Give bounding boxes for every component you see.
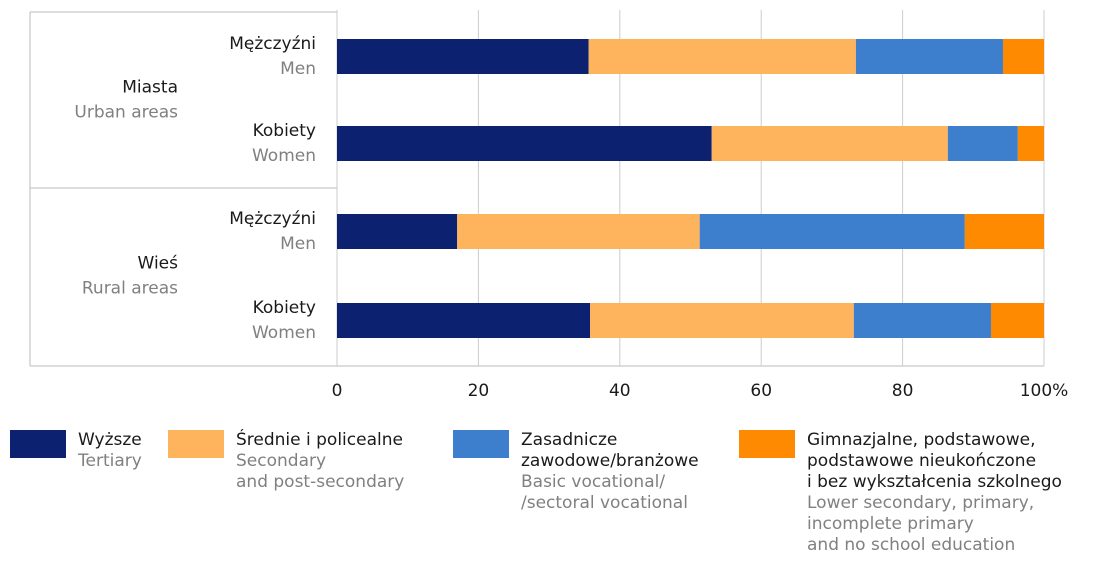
legend-label-en: Lower secondary, primary, incomplete pri… (807, 493, 1035, 555)
legend-swatch (10, 430, 66, 458)
legend-label-en: Secondary and post-secondary (236, 451, 405, 492)
bar-segment (337, 39, 589, 74)
legend-label-en: Basic vocational/ /sectoral vocational (521, 472, 688, 513)
bar-segment (337, 214, 458, 249)
legend-label: Wyższe (78, 430, 142, 450)
bar-segment (457, 214, 700, 249)
bar-segment (855, 39, 1003, 74)
chart: 0 20 40 60 80 100% Mężczyźni Men Kobiety Women Mia… (29, 10, 1069, 401)
legend-label: Gimnazjalne, podstawowe, podstawowe nieu… (807, 430, 1062, 492)
bar-segment (711, 126, 948, 161)
legend-item: Wyższe Tertiary (10, 430, 142, 472)
legend-text: Gimnazjalne, podstawowe, podstawowe nieu… (807, 430, 1062, 556)
category-label: Kobiety (253, 121, 316, 141)
bar-segment (590, 303, 854, 338)
bar-segment (1017, 126, 1044, 161)
bar-segment (337, 126, 712, 161)
legend-text: Wyższe Tertiary (78, 430, 142, 472)
group-label-en: Urban areas (74, 103, 178, 123)
legend-swatch (739, 430, 795, 458)
category-label: Kobiety (253, 298, 316, 318)
x-tick-label: 0 (332, 381, 343, 401)
x-tick-label: 20 (468, 381, 490, 401)
bar-segment (699, 214, 965, 249)
legend-swatch (168, 430, 224, 458)
category-label: Mężczyźni (229, 209, 316, 229)
category-label-en: Women (252, 323, 316, 343)
bar-segment (990, 303, 1044, 338)
bar-segment (964, 214, 1044, 249)
category-label-en: Men (280, 59, 316, 79)
legend-label-en: Tertiary (78, 451, 142, 471)
bar-segment (947, 126, 1018, 161)
bar-segment (588, 39, 856, 74)
x-tick-label: 80 (892, 381, 914, 401)
legend-item: Zasadnicze zawodowe/branżowe Basic vocati… (453, 430, 699, 514)
category-label: Mężczyźni (229, 34, 316, 54)
legend-text: Zasadnicze zawodowe/branżowe Basic vocati… (521, 430, 699, 514)
category-label-en: Men (280, 234, 316, 254)
legend-item: Średnie i policealne Secondary and post-s… (168, 430, 404, 493)
legend-text: Średnie i policealne Secondary and post-s… (236, 430, 404, 493)
bar-segment (1002, 39, 1044, 74)
legend-swatch (453, 430, 509, 458)
legend-item: Gimnazjalne, podstawowe, podstawowe nieu… (739, 430, 1062, 556)
category-label-en: Women (252, 146, 316, 166)
x-tick-label: 40 (609, 381, 631, 401)
x-tick-label: 60 (750, 381, 772, 401)
bar-segment (337, 303, 591, 338)
legend-label: Zasadnicze zawodowe/branżowe (521, 430, 699, 471)
x-tick-label: 100% (1020, 381, 1069, 401)
legend-label: Średnie i policealne (236, 430, 403, 450)
group-label: Wieś (138, 254, 179, 274)
group-label: Miasta (122, 78, 178, 98)
bar-segment (853, 303, 991, 338)
group-label-en: Rural areas (82, 279, 178, 299)
